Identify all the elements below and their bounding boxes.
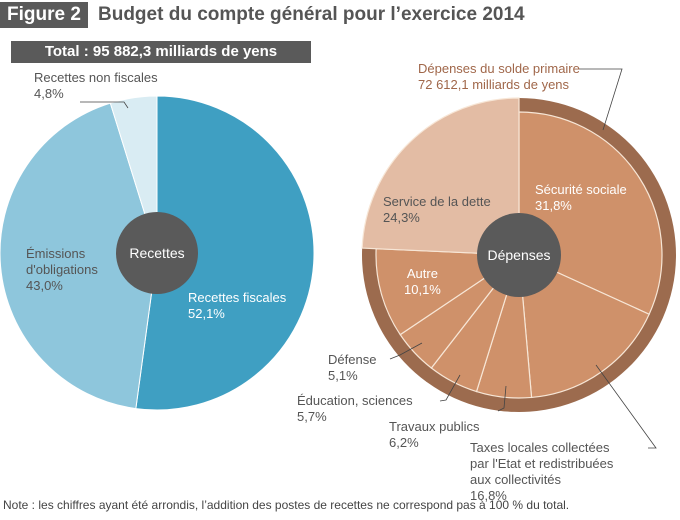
slice-recettes-fiscales	[135, 95, 315, 411]
total-banner: Total : 95 882,3 milliards de yens	[11, 41, 311, 63]
label-value: 24,3%	[383, 210, 420, 225]
label-text: Sécurité sociale	[535, 182, 627, 197]
center-circle-depenses	[477, 213, 561, 297]
label-text: Émissions	[26, 246, 86, 261]
label-value: 52,1%	[188, 306, 225, 321]
label-fiscales: Recettes fiscales 52,1%	[188, 290, 286, 322]
label-ring: Dépenses du solde primaire 72 612,1 mill…	[418, 61, 580, 93]
label-text: Recettes fiscales	[188, 290, 287, 305]
label-text: Défense	[328, 352, 377, 367]
label-nonfiscales: Recettes non fiscales 4,8%	[34, 70, 158, 102]
label-value: 72 612,1 milliards de yens	[418, 77, 570, 92]
footnote: Note : les chiffres ayant été arrondis, …	[3, 498, 570, 512]
label-emissions: Émissions d'obligations 43,0%	[26, 246, 98, 294]
label-text: Éducation, sciences	[297, 393, 413, 408]
label-text: d'obligations	[26, 262, 98, 277]
center-circle-recettes	[116, 212, 198, 294]
label-dette: Service de la dette 24,3%	[383, 194, 491, 226]
leader-nonfiscales	[80, 101, 129, 109]
figure-title: Budget du compte général pour l’exercice…	[98, 4, 525, 25]
label-text: par l'Etat et redistribuées	[470, 456, 614, 471]
label-text: Service de la dette	[383, 194, 491, 209]
leader-ring	[578, 68, 623, 131]
recettes-pie	[0, 95, 315, 411]
label-value: 16,8%	[470, 488, 507, 503]
leader-defense	[389, 342, 423, 360]
label-defense: Défense 5,1%	[328, 352, 376, 384]
label-text: Taxes locales collectées	[470, 440, 610, 455]
label-text: aux collectivités	[470, 472, 562, 487]
label-value: 5,7%	[297, 409, 327, 424]
label-text: Recettes non fiscales	[34, 70, 158, 85]
slice-taxes-locales-collect-es-par-l	[518, 254, 650, 399]
label-text: Autre	[406, 266, 438, 281]
label-travaux: Travaux publics 6,2%	[389, 419, 480, 451]
label-value: 5,1%	[328, 368, 358, 383]
label-autre: Autre 10,1%	[404, 266, 441, 298]
label-taxes: Taxes locales collectées par l'Etat et r…	[470, 440, 613, 504]
slice--missions-d-obligations	[0, 102, 158, 410]
label-securite: Sécurité sociale 31,8%	[535, 182, 627, 214]
slice-service-de-la-dette	[361, 97, 520, 256]
label-value: 43,0%	[26, 278, 63, 293]
label-value: 6,2%	[389, 435, 419, 450]
leader-travaux	[497, 385, 507, 412]
label-text: Travaux publics	[389, 419, 480, 434]
label-education: Éducation, sciences 5,7%	[297, 393, 413, 425]
leader-lines	[80, 68, 657, 449]
label-value: 10,1%	[404, 282, 441, 297]
label-value: 31,8%	[535, 198, 572, 213]
label-text: Dépenses du solde primaire	[418, 61, 580, 76]
leader-education	[439, 374, 461, 402]
center-label-depenses: Dépenses	[487, 247, 551, 263]
figure-badge: Figure 2	[0, 2, 88, 28]
leader-taxes	[595, 364, 657, 449]
label-value: 4,8%	[34, 86, 64, 101]
center-label-recettes: Recettes	[129, 245, 185, 261]
